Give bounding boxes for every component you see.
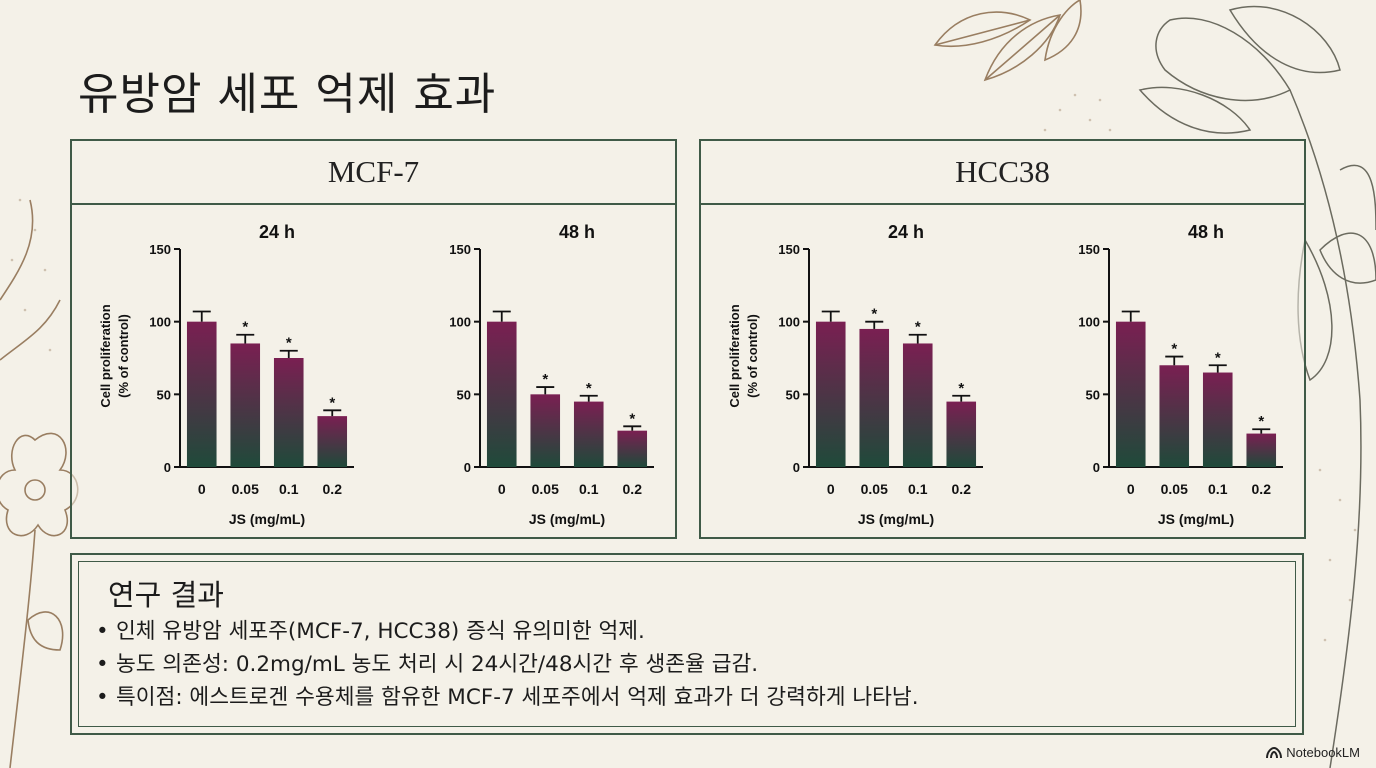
panel-hcc38: HCC38 24 h 0 50 100 150 Cell proliferation (% … [699,139,1306,539]
panel-title: MCF-7 [72,141,675,205]
significance-marker: * [915,319,921,336]
list-item-text: 인체 유방암 세포주(MCF-7, HCC38) 증식 유의미한 억제. [116,619,645,644]
x-tick-label: 0.1 [1208,481,1228,497]
x-tick-label: 0.05 [861,481,888,497]
bar [573,401,604,467]
list-item-text: 농도 의존성: 0.2mg/mL 농도 처리 시 24시간/48시간 후 생존율… [116,652,759,677]
x-tick-label: 0.05 [532,481,559,497]
y-tick-label: 150 [1078,242,1100,257]
y-tick-label: 0 [164,460,171,475]
bullet-icon: • [96,619,109,644]
y-tick-label: 100 [1078,315,1100,330]
chart-title: 48 h [1188,222,1224,242]
chart-title: 48 h [559,222,595,242]
x-tick-label: 0.05 [1161,481,1188,497]
panel-title: HCC38 [701,141,1304,205]
x-axis-label: JS (mg/mL) [1158,511,1234,527]
y-tick-label: 50 [457,387,471,402]
y-axis-label: Cell proliferation [98,304,113,407]
x-tick-label: 0 [198,481,206,497]
brand-logo: NotebookLM [1266,745,1360,760]
list-item: • 농도 의존성: 0.2mg/mL 농도 처리 시 24시간/48시간 후 생존… [96,648,919,681]
y-axis-label: (% of control) [116,314,131,398]
x-tick-label: 0.2 [1252,481,1272,497]
bar [273,358,304,467]
bar [946,401,977,467]
bar [617,430,648,467]
y-tick-label: 0 [464,460,471,475]
chart-mcf7-48h: 48 h 0 50 100 150 0 * 0.05 * 0.1 * 0.2 JS (mg/mL) [449,222,654,527]
bar [815,321,846,467]
bullet-icon: • [96,685,109,710]
bar [902,343,933,467]
x-tick-label: 0 [498,481,506,497]
significance-marker: * [1171,341,1177,358]
significance-marker: * [542,371,548,388]
x-tick-label: 0.2 [952,481,972,497]
y-tick-label: 150 [149,242,171,257]
x-tick-label: 0.1 [908,481,928,497]
significance-marker: * [629,410,635,427]
x-tick-label: 0.05 [232,481,259,497]
bar [486,321,517,467]
x-tick-label: 0 [827,481,835,497]
y-tick-label: 100 [778,315,800,330]
x-tick-label: 0.2 [323,481,343,497]
y-tick-label: 100 [149,315,171,330]
y-tick-label: 50 [1086,387,1100,402]
bar [530,394,561,467]
x-tick-label: 0 [1127,481,1135,497]
results-list: • 인체 유방암 세포주(MCF-7, HCC38) 증식 유의미한 억제. • 농… [96,615,919,714]
chart-title: 24 h [888,222,924,242]
significance-marker: * [958,380,964,397]
x-tick-label: 0.1 [279,481,299,497]
list-item: • 인체 유방암 세포주(MCF-7, HCC38) 증식 유의미한 억제. [96,615,919,648]
page-title: 유방암 세포 억제 효과 [78,69,497,120]
chart-hcc38-24h: 24 h 0 50 100 150 Cell proliferation (% of con… [727,222,983,527]
chart-mcf7-24h: 24 h 0 50 100 150 Cell proliferation (% of con… [98,222,354,527]
y-axis-label: Cell proliferation [727,304,742,407]
significance-marker: * [1215,349,1221,366]
results-box: 연구 결과 • 인체 유방암 세포주(MCF-7, HCC38) 증식 유의미한 … [70,553,1304,735]
significance-marker: * [586,380,592,397]
significance-marker: * [329,394,335,411]
bar [859,328,890,467]
y-tick-label: 50 [786,387,800,402]
results-inner-border [78,561,1296,727]
x-tick-label: 0.2 [623,481,643,497]
significance-marker: * [242,319,248,336]
x-tick-label: 0.1 [579,481,599,497]
y-tick-label: 50 [157,387,171,402]
list-item: • 특이점: 에스트로겐 수용체를 함유한 MCF-7 세포주에서 억제 효과가 … [96,681,919,714]
y-tick-label: 100 [449,315,471,330]
significance-marker: * [871,306,877,323]
bar [1202,372,1233,467]
bar [317,416,348,467]
bar [1115,321,1146,467]
bar [1159,365,1190,467]
bar [230,343,261,467]
bar [186,321,217,467]
x-axis-label: JS (mg/mL) [858,511,934,527]
y-tick-label: 150 [778,242,800,257]
significance-marker: * [1258,413,1264,430]
x-axis-label: JS (mg/mL) [529,511,605,527]
notebooklm-icon [1266,746,1283,758]
significance-marker: * [286,335,292,352]
y-tick-label: 0 [1093,460,1100,475]
y-axis-label: (% of control) [745,314,760,398]
chart-hcc38-48h: 48 h 0 50 100 150 0 * 0.05 * 0.1 * 0.2 JS (mg/mL) [1078,222,1283,527]
chart-title: 24 h [259,222,295,242]
y-tick-label: 150 [449,242,471,257]
bullet-icon: • [96,652,109,677]
panel-mcf7: MCF-7 24 h 0 50 100 150 Cell proliferation (% … [70,139,677,539]
bar [1246,433,1277,467]
results-title: 연구 결과 [108,578,224,612]
y-tick-label: 0 [793,460,800,475]
list-item-text: 특이점: 에스트로겐 수용체를 함유한 MCF-7 세포주에서 억제 효과가 더… [116,685,919,710]
x-axis-label: JS (mg/mL) [229,511,305,527]
brand-name: NotebookLM [1286,745,1360,760]
